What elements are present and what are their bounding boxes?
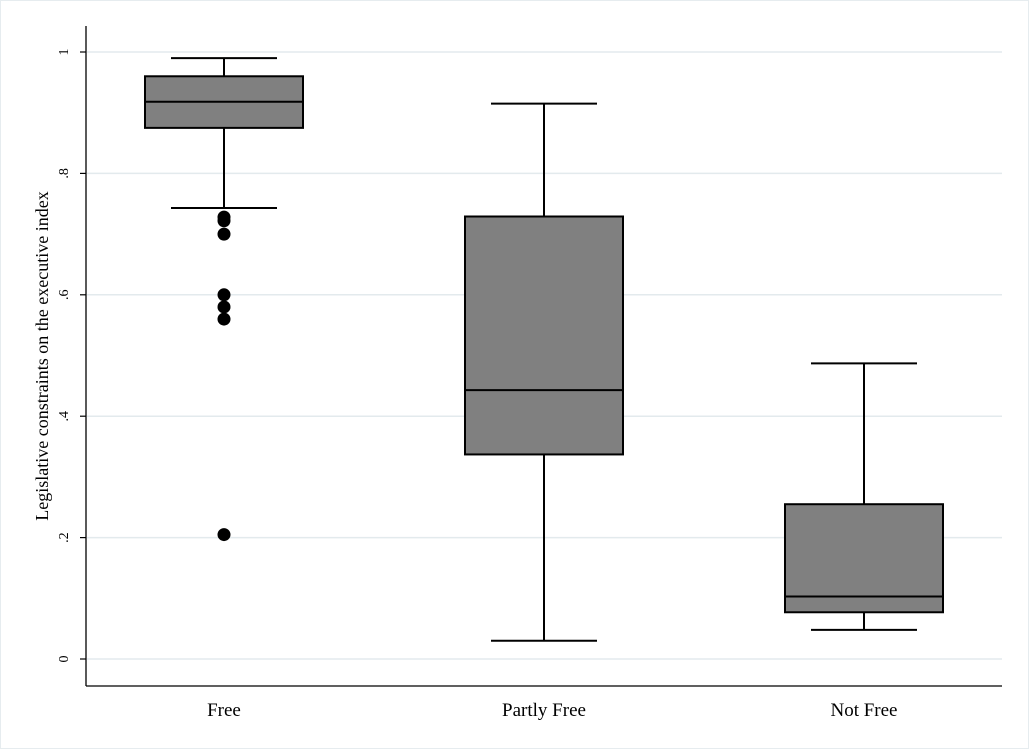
outlier-point [217,300,231,314]
y-tick-label: 0 [57,656,72,663]
y-axis-label: Legislative constraints on the executive… [32,191,52,520]
outlier-point [217,227,231,241]
y-tick-label: .6 [57,290,72,301]
iqr-box [784,503,944,614]
boxes [144,57,944,642]
y-ticks: 0 .2 .4 .6 .8 1 [57,49,86,663]
box-group [144,57,304,542]
box-group [784,362,944,631]
outlier-point [217,214,231,228]
y-tick-label: .8 [57,168,72,179]
category-label: Free [207,700,241,721]
x-category-labels: Free Partly Free Not Free [207,700,897,721]
iqr-box [464,215,624,456]
y-tick-label: .2 [57,532,72,543]
y-tick-label: 1 [57,49,72,56]
y-tick-label: .4 [57,411,72,422]
category-label: Partly Free [502,700,586,721]
outlier-point [217,528,231,542]
axes [85,26,1002,687]
outlier-point [217,288,231,302]
outlier-point [217,312,231,326]
box-group [464,102,624,642]
category-label: Not Free [830,700,897,721]
